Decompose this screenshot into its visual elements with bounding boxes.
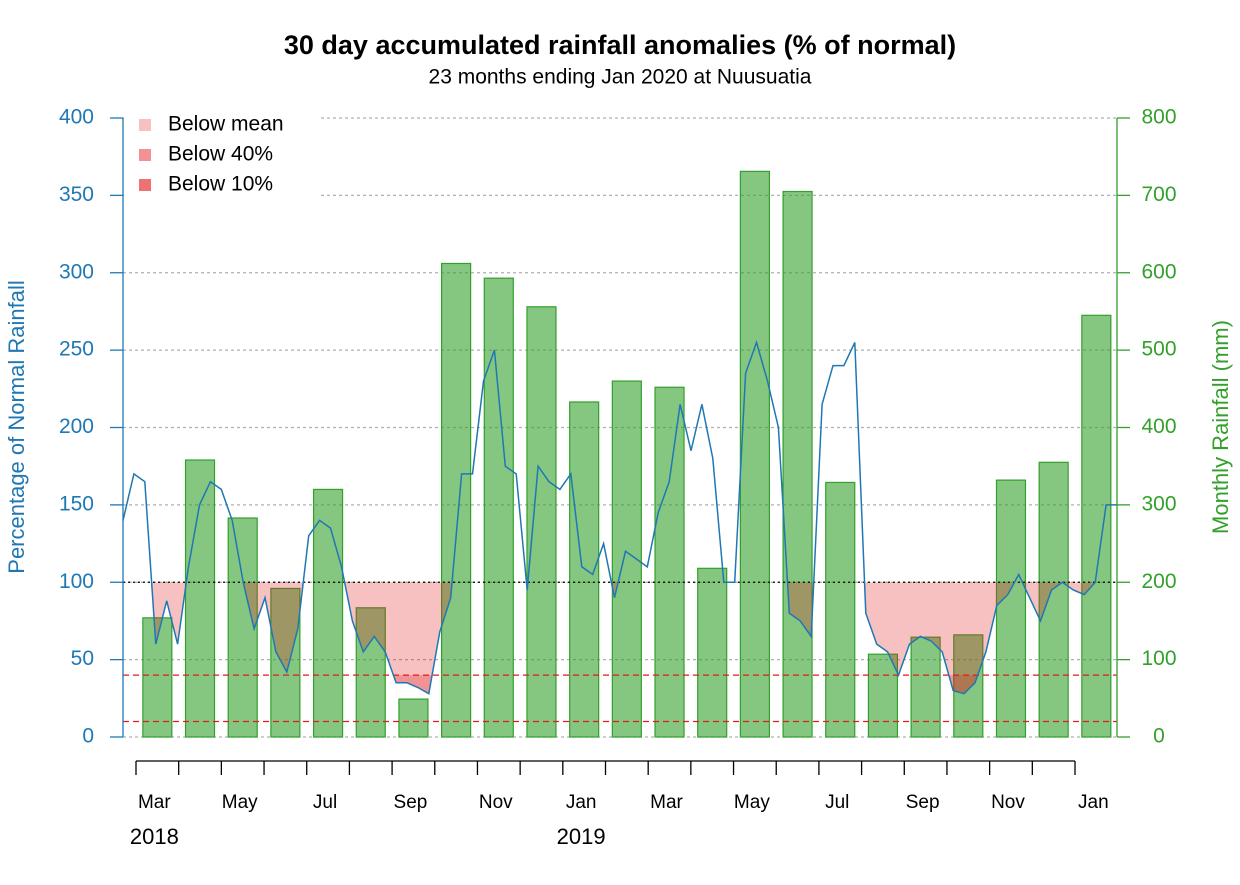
bar <box>312 488 344 738</box>
x-tick-label: Sep <box>394 792 428 813</box>
y2-tick-label: 700 <box>1141 183 1176 206</box>
bar <box>1038 461 1069 738</box>
x-tick-label: Nov <box>991 792 1025 813</box>
bar <box>441 262 472 738</box>
legend-swatch <box>139 179 151 191</box>
bar <box>825 481 856 738</box>
year-label: 2019 <box>557 824 606 849</box>
y-axis-label: Percentage of Normal Rainfall <box>4 280 29 573</box>
legend-swatch <box>139 149 151 161</box>
bar <box>867 653 899 738</box>
y2-tick-label: 0 <box>1153 725 1165 748</box>
bar <box>1081 314 1112 738</box>
y2-tick-label: 200 <box>1141 570 1176 593</box>
x-tick-label: Jul <box>313 792 337 813</box>
legend-swatch <box>139 119 151 131</box>
legend-label: Below 10% <box>168 173 273 196</box>
x-tick-label: Jul <box>825 792 849 813</box>
x-tick-label: Nov <box>479 792 513 813</box>
bar <box>270 587 301 738</box>
bar <box>782 190 813 738</box>
x-tick-label: May <box>734 792 770 813</box>
y-tick-label: 100 <box>59 570 94 593</box>
x-tick-label: Jan <box>566 792 597 813</box>
bar <box>910 636 941 738</box>
y2-axis-label: Monthly Rainfall (mm) <box>1208 320 1233 534</box>
bar <box>227 517 258 738</box>
y-tick-label: 200 <box>59 415 94 438</box>
x-tick-label: Jan <box>1078 792 1109 813</box>
line <box>122 339 1117 695</box>
legend-swatch <box>139 179 151 191</box>
bar <box>184 459 216 738</box>
chart-subtitle: 23 months ending Jan 2020 at Nuusuatia <box>429 66 812 89</box>
legend-swatch <box>139 179 151 191</box>
bar <box>953 634 984 738</box>
y-tick-label: 300 <box>59 260 94 283</box>
y2-tick-label: 300 <box>1141 492 1176 515</box>
chart-title: 30 day accumulated rainfall anomalies (%… <box>284 30 956 60</box>
legend-label: Below mean <box>168 113 284 136</box>
y-tick-label: 400 <box>59 106 94 129</box>
x-tick-label: Mar <box>650 792 683 813</box>
y2-tick-label: 500 <box>1141 338 1176 361</box>
y-tick-label: 250 <box>59 338 94 361</box>
y-tick-label: 350 <box>59 183 94 206</box>
y-tick-label: 0 <box>82 725 94 748</box>
bar <box>739 170 770 738</box>
x-tick-label: May <box>222 792 258 813</box>
bar <box>995 479 1027 738</box>
legend-box <box>124 110 318 200</box>
y2-tick-label: 400 <box>1141 415 1176 438</box>
bar <box>483 277 514 738</box>
legend-label: Below 40% <box>168 143 273 166</box>
bar <box>654 386 685 738</box>
bar <box>526 306 557 738</box>
x-tick-label: Mar <box>138 792 171 813</box>
bar <box>355 607 386 738</box>
legend-swatch <box>139 149 151 161</box>
bar <box>398 698 429 738</box>
year-label: 2018 <box>130 824 179 849</box>
y2-tick-label: 100 <box>1141 647 1176 670</box>
y-tick-label: 50 <box>71 647 94 670</box>
bar <box>697 567 728 738</box>
y2-tick-label: 600 <box>1141 260 1176 283</box>
shaded-area <box>123 582 1117 694</box>
y2-tick-label: 800 <box>1141 106 1176 129</box>
x-tick-label: Sep <box>906 792 940 813</box>
y-tick-label: 150 <box>59 492 94 515</box>
